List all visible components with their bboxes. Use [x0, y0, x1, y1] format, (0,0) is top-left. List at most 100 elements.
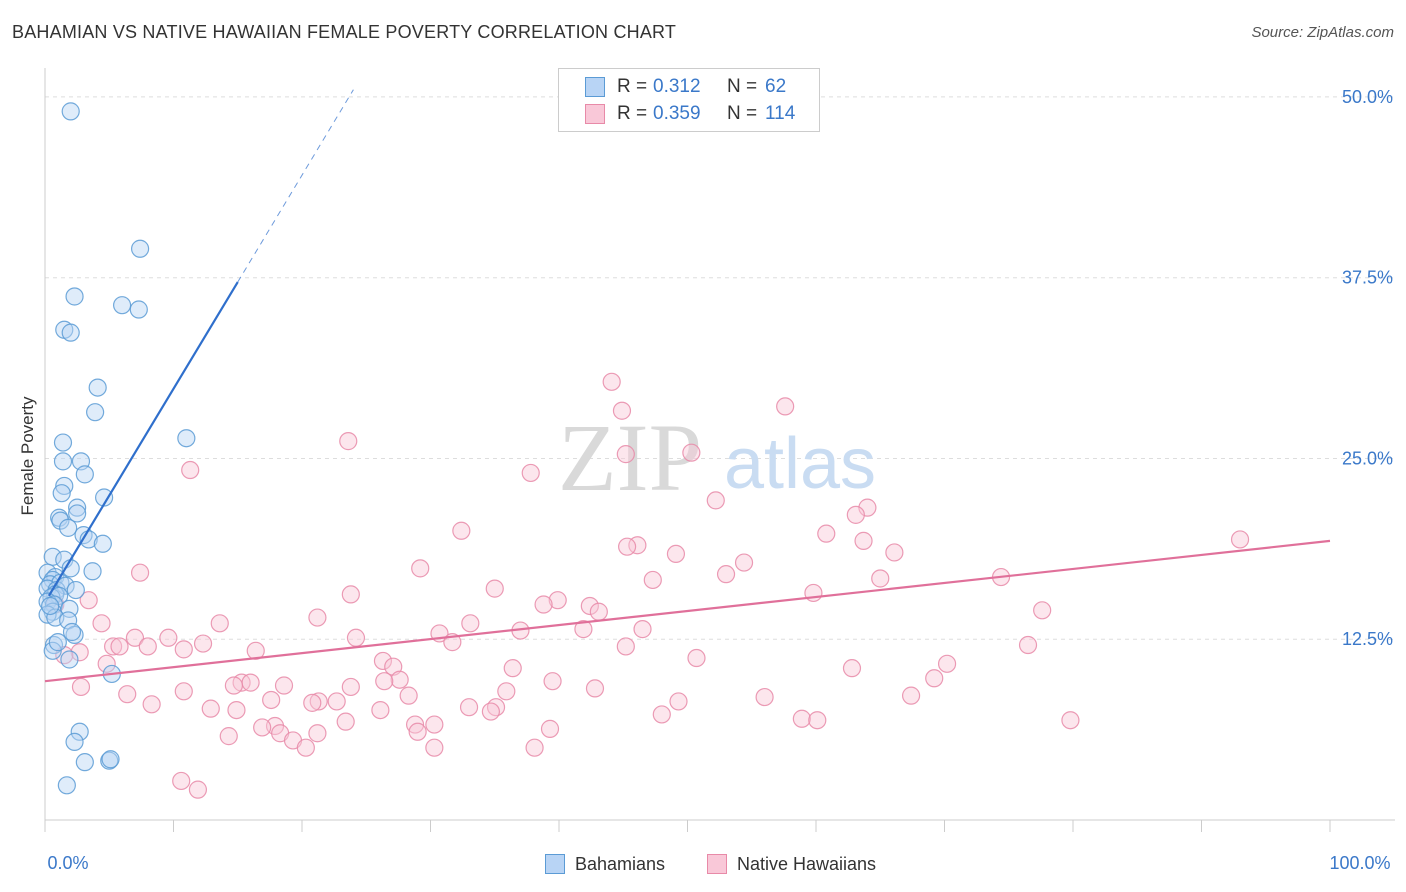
native-hawaiians-point: [842, 659, 862, 678]
bahamians-point: [68, 498, 87, 517]
native-hawaiians-point: [652, 705, 671, 724]
native-hawaiians-point: [130, 563, 150, 582]
bahamians-point: [130, 239, 150, 258]
legend-item-native-hawaiians[interactable]: Native Hawaiians: [707, 852, 876, 876]
native-hawaiians-point: [612, 401, 632, 420]
native-hawaiians-point: [188, 780, 208, 799]
y-tick-label: 12.5%: [1342, 629, 1393, 649]
native-hawaiians-point: [682, 443, 701, 462]
bahamians-point: [52, 484, 71, 503]
bahamians-point: [75, 753, 94, 772]
native-hawaiians-point: [616, 445, 635, 464]
native-hawaiians-point: [308, 724, 327, 743]
legend-n-label: N =: [727, 103, 758, 124]
native-hawaiians-point: [246, 641, 265, 660]
native-hawaiians-point: [308, 608, 327, 627]
native-hawaiians-point: [411, 559, 430, 578]
native-hawaiians-point: [589, 602, 608, 621]
native-hawaiians-point: [425, 738, 444, 757]
native-hawaiians-point: [174, 682, 193, 701]
native-hawaiians-point: [110, 637, 129, 656]
native-hawaiians-point: [716, 565, 736, 584]
native-hawaiians-point: [459, 698, 479, 717]
y-tick-labels: 12.5% 25.0% 37.5% 50.0%: [1342, 87, 1393, 649]
native-hawaiians-point: [885, 543, 904, 562]
x-tick-label-min: 0.0%: [47, 853, 88, 873]
bahamians-point: [65, 287, 84, 306]
native-hawaiians-point: [901, 686, 921, 705]
bahamians-point: [53, 433, 73, 452]
bahamians-point: [112, 296, 132, 315]
y-tick-label: 50.0%: [1342, 87, 1393, 107]
native-hawaiians-point: [373, 651, 393, 671]
bahamians-point: [53, 452, 73, 471]
native-hawaiians-point: [937, 654, 957, 673]
bahamians-point: [43, 641, 62, 660]
native-hawaiians-point: [925, 669, 944, 688]
native-hawaiians-point: [253, 718, 272, 737]
native-hawaiians-point: [390, 670, 409, 689]
bahamians-point: [61, 102, 80, 121]
native-hawaiians-point: [1033, 601, 1052, 620]
native-hawaiians-point: [341, 585, 360, 604]
legend-row-bahamians: R = 0.312 N = 62: [585, 75, 786, 99]
watermark-zip: ZIP: [558, 404, 702, 511]
bahamians-point: [86, 403, 105, 422]
bahamians-point: [88, 378, 107, 397]
native-hawaiians-point: [341, 677, 360, 697]
native-hawaiians-point: [262, 690, 281, 710]
native-hawaiians-point: [408, 722, 427, 741]
native-hawaiians-point: [181, 460, 200, 480]
legend-r-value: 0.312: [653, 76, 701, 97]
trend-lines: [44, 89, 1331, 683]
native-hawaiians-point: [792, 709, 811, 728]
bahamians-point: [41, 596, 60, 616]
native-hawaiians-point: [540, 719, 560, 738]
legend-r-label: R =: [617, 76, 648, 97]
native-hawaiians-point: [327, 692, 346, 711]
native-hawaiians-point: [1018, 635, 1038, 655]
bahamians-point: [68, 504, 87, 523]
native-hawaiians-point: [219, 727, 238, 746]
native-hawaiians-point: [846, 505, 865, 524]
bahamians-point: [66, 580, 85, 600]
native-hawaiians-trend-line: [44, 539, 1331, 683]
bahamians-point: [60, 599, 79, 618]
bahamians-point: [70, 722, 89, 741]
native-hawaiians-point: [734, 553, 754, 572]
bahamians-point: [101, 750, 120, 769]
source-credit: Source: ZipAtlas.com: [1251, 24, 1394, 41]
x-tick-label-max: 100.0%: [1329, 853, 1390, 873]
bahamians-point: [51, 511, 70, 530]
native-hawaiians-point: [776, 397, 795, 416]
native-hawaiians-point: [159, 628, 178, 647]
native-hawaiians-point: [548, 591, 567, 610]
bahamians-point: [60, 650, 79, 669]
native-hawaiians-point: [534, 595, 553, 614]
native-hawaiians-point: [669, 692, 688, 711]
native-hawaiians-point: [303, 693, 322, 712]
native-hawaiians-point: [71, 677, 91, 697]
native-hawaiians-point: [452, 521, 471, 540]
native-hawaiians-point: [666, 544, 686, 564]
grid-lines: [45, 96, 1395, 640]
bahamians-point: [65, 625, 84, 644]
bahamians-point: [93, 534, 112, 553]
native-hawaiians-point: [125, 628, 145, 647]
native-hawaiians-point: [104, 637, 123, 656]
legend-r-value: 0.359: [653, 103, 701, 124]
bahamians-point: [65, 732, 84, 752]
legend-item-bahamians[interactable]: Bahamians: [545, 852, 665, 876]
watermark-atlas: atlas: [724, 424, 876, 504]
bahamians-point: [50, 586, 69, 605]
bahamians-trend-extension: [237, 89, 354, 283]
axes: [44, 68, 1395, 832]
legend-swatch-blue: [585, 77, 605, 97]
bahamians-point: [83, 562, 102, 581]
bahamians-points: [38, 102, 196, 795]
native-hawaiians-point: [525, 738, 544, 757]
chart-title: BAHAMIAN VS NATIVE HAWAIIAN FEMALE POVER…: [12, 22, 677, 42]
native-hawaiians-point: [174, 640, 193, 659]
legend-row-native-hawaiians: R = 0.359 N = 114: [585, 102, 795, 126]
